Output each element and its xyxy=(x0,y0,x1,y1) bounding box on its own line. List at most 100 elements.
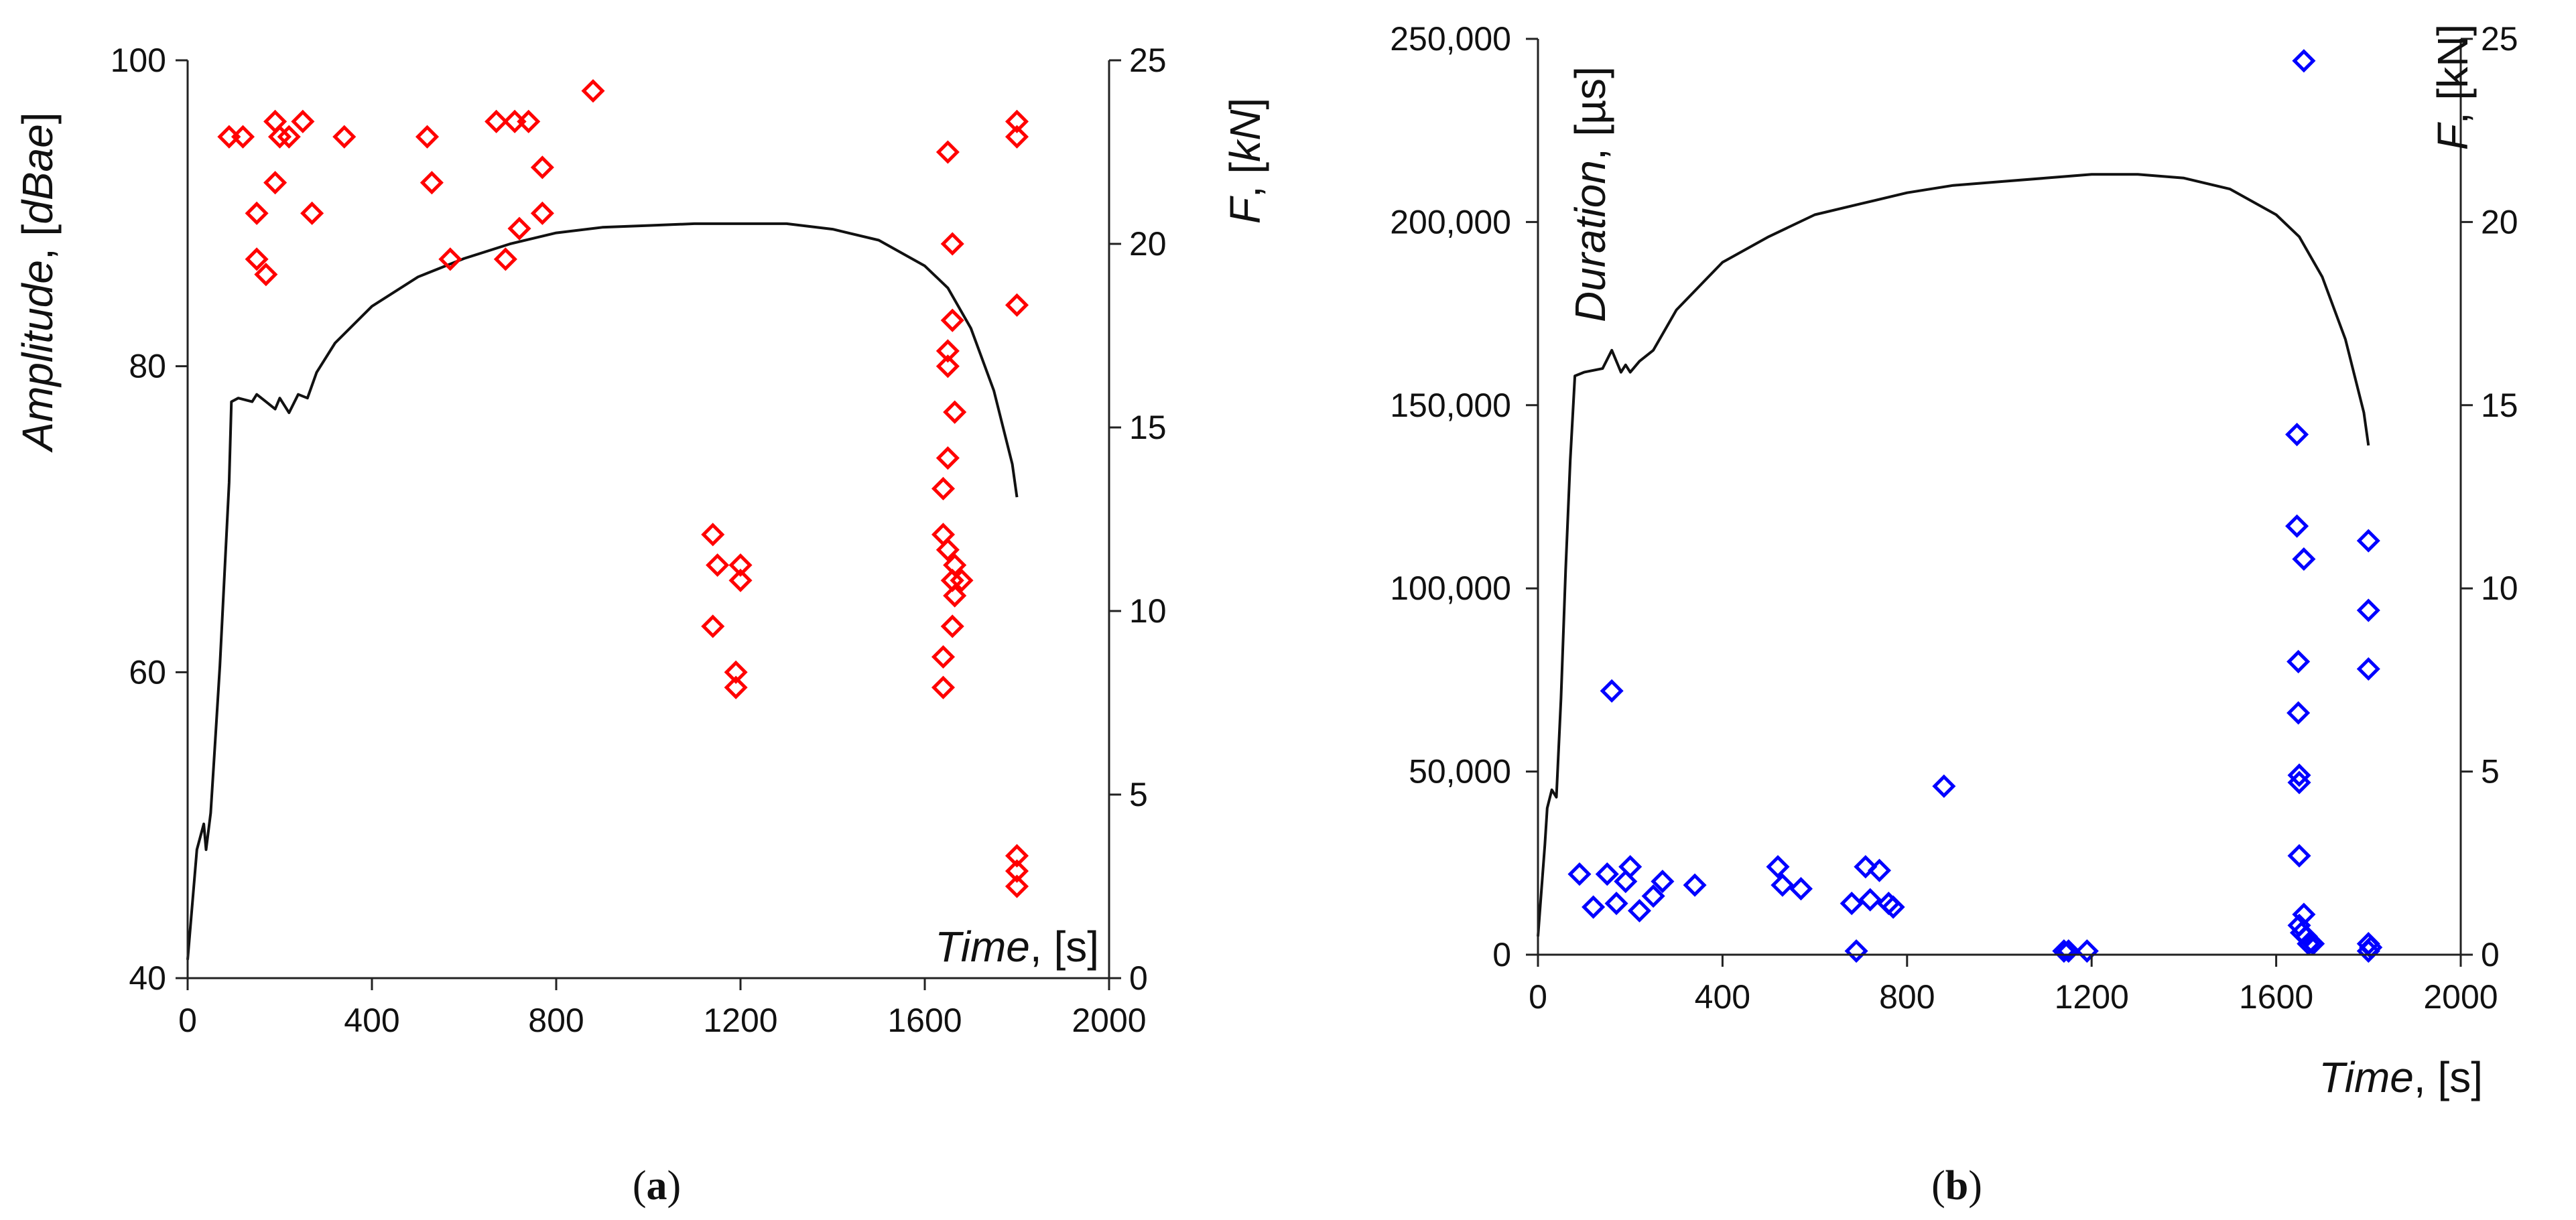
chart-a-plot-area xyxy=(186,79,1029,960)
chart-a-scatter-point xyxy=(245,201,269,225)
chart-b-scatter-point xyxy=(2292,547,2316,571)
chart-a-scatter-point xyxy=(415,125,440,149)
chart-b: 0 400 800 1200 1600 2000 0 50,000 100,000 150,000… xyxy=(1390,20,2518,1209)
chart-b-scatter-point xyxy=(1600,679,1624,703)
chart-a-scatter-point xyxy=(940,232,964,256)
chart-b-scatter-point xyxy=(1858,888,1882,912)
chart-b-y2-tick-label: 15 xyxy=(2481,387,2518,424)
chart-b-scatter-point xyxy=(1641,884,1665,908)
chart-a-y2-tick-label: 20 xyxy=(1129,225,1167,263)
chart-b-x-tick-label: 1600 xyxy=(2239,978,2313,1016)
chart-b-scatter-point xyxy=(1595,862,1619,886)
chart-b-y-tick-label: 200,000 xyxy=(1390,203,1511,241)
chart-a-force-line xyxy=(186,222,1019,960)
chart-b-scatter-point xyxy=(2359,935,2383,959)
chart-b-scatter-point xyxy=(2285,423,2309,447)
chart-a-scatter-point xyxy=(231,125,255,149)
chart-a-scatter-point xyxy=(936,354,960,379)
chart-a-scatter-point xyxy=(724,660,748,684)
chart-b-x-tick-label: 0 xyxy=(1529,978,1547,1016)
chart-b-scatter-point xyxy=(2075,939,2099,963)
chart-b-scatter-point xyxy=(2297,932,2321,956)
chart-a-scatter-point xyxy=(1005,843,1029,868)
chart-b-scatter-point xyxy=(2287,763,2311,787)
chart-a-scatter-point xyxy=(706,553,730,578)
chart-b-y2-tick-label: 0 xyxy=(2481,936,2500,973)
chart-a-y-tick-label: 100 xyxy=(111,42,166,79)
chart-a-scatter-point xyxy=(530,155,554,180)
chart-b-scatter-point xyxy=(2292,902,2316,927)
chart-b-scatter-point xyxy=(2287,843,2311,868)
chart-a-scatter-point xyxy=(1005,125,1029,149)
chart-a-scatter-point xyxy=(300,201,324,225)
chart-b-scatter-point xyxy=(1604,891,1628,915)
chart-a-scatter-point xyxy=(420,171,444,195)
chart-b-plot-area xyxy=(1537,49,2383,963)
chart-a-scatter-point xyxy=(943,553,967,578)
chart-b-y-tick-label: 100,000 xyxy=(1390,569,1511,607)
chart-b-y2-tick-label: 5 xyxy=(2481,753,2500,791)
chart-a-scatter-point xyxy=(517,109,541,133)
chart-b-scatter-point xyxy=(2287,701,2311,725)
chart-b-scatter-point xyxy=(2301,932,2325,956)
chart-b-scatter-point xyxy=(2052,939,2076,963)
chart-a-y-tick-label: 40 xyxy=(129,959,166,997)
caption-b: (b) xyxy=(1931,1163,1982,1209)
chart-a-x-tick-label: 800 xyxy=(528,1002,584,1039)
chart-b-scatter-point xyxy=(1614,870,1638,894)
chart-b-scatter-point xyxy=(2285,514,2309,538)
chart-a-scatter-point xyxy=(507,216,531,241)
chart-a-y2-tick-label: 0 xyxy=(1129,959,1148,997)
chart-b-scatter-point xyxy=(1618,855,1643,879)
chart-a-scatter-point xyxy=(728,568,753,592)
chart-a-scatter-point xyxy=(724,675,748,699)
chart-a-scatter-point xyxy=(940,308,964,332)
chart-b-force-line xyxy=(1537,173,2370,937)
chart-a-scatter-point xyxy=(530,201,554,225)
chart-b-scatter-point xyxy=(1840,891,1864,915)
chart-b-scatter-point xyxy=(1683,873,1707,897)
chart-a-y-tick-label: 80 xyxy=(129,348,166,385)
chart-b-scatter-point xyxy=(1766,855,1790,879)
chart-a-y2-tick-label: 25 xyxy=(1129,42,1167,79)
chart-a: 0 400 800 1200 1600 2000 40 60 80 100 0 5 10 15 20 25 A… xyxy=(13,42,1269,1209)
chart-b-scatter-point xyxy=(1627,898,1652,923)
chart-b-y-tick-label: 0 xyxy=(1492,936,1511,973)
chart-a-scatter-point xyxy=(1005,109,1029,133)
chart-b-y-tick-label: 50,000 xyxy=(1409,753,1511,791)
chart-b-scatter-point xyxy=(1932,774,1956,799)
chart-a-scatter-point xyxy=(277,125,301,149)
chart-a-scatter-point xyxy=(728,553,753,578)
chart-a-scatter-point xyxy=(701,614,725,638)
chart-a-scatter-point xyxy=(332,125,357,149)
chart-a-scatter-point xyxy=(940,614,964,638)
chart-b-scatter-point xyxy=(1881,895,1905,919)
chart-b-scatter-point xyxy=(2287,650,2311,674)
chart-a-scatter-point xyxy=(263,171,287,195)
chart-b-scatter-point xyxy=(1867,858,1892,882)
chart-b-x-axis-label: Time, [s] xyxy=(2319,1053,2483,1101)
chart-a-scatter-point xyxy=(1005,859,1029,883)
chart-b-scatter-point xyxy=(1582,895,1606,919)
chart-a-x-axis-label: Time, [s] xyxy=(935,923,1099,971)
chart-a-y-tick-label: 60 xyxy=(129,653,166,691)
chart-a-scatter-point xyxy=(950,568,974,592)
chart-a-y-axis-label: Amplitude, [dBae] xyxy=(13,112,62,453)
chart-a-y2-tick-label: 5 xyxy=(1129,776,1148,813)
chart-a-scatter-point xyxy=(438,247,462,271)
chart-a-scatter-point xyxy=(936,339,960,363)
chart-b-scatter-point xyxy=(1844,939,1868,963)
chart-b-y2-tick-label: 10 xyxy=(2481,569,2518,607)
chart-a-scatter-point xyxy=(245,247,269,271)
chart-b-scatter-point xyxy=(2356,529,2380,553)
chart-a-scatter-point xyxy=(291,109,315,133)
chart-a-scatter-point xyxy=(936,446,960,470)
chart-b-tick-labels: 0 400 800 1200 1600 2000 0 50,000 100,000 150,000… xyxy=(1390,20,2518,1016)
chart-a-x-tick-label: 1600 xyxy=(887,1002,962,1039)
chart-b-scatter-point xyxy=(2356,657,2380,681)
chart-b-scatter-point xyxy=(1789,877,1813,901)
chart-b-y-tick-label: 250,000 xyxy=(1390,20,1511,58)
chart-b-y-axis-label: Duration, [µs] xyxy=(1566,66,1614,322)
caption-a: (a) xyxy=(633,1163,681,1209)
